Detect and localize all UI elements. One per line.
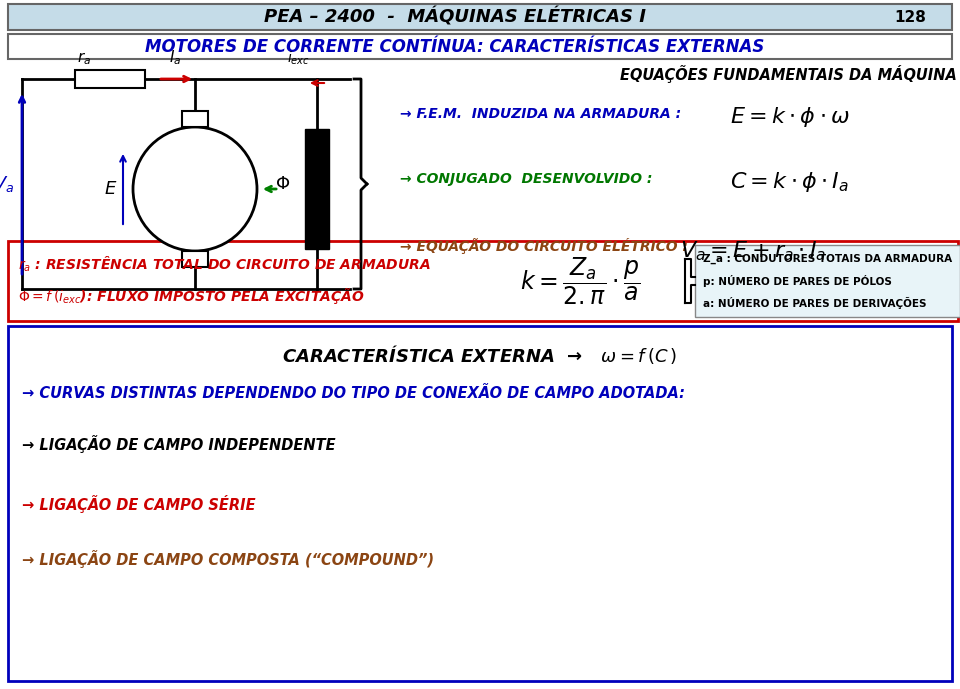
Text: → CONJUGADO  DESENVOLVIDO :: → CONJUGADO DESENVOLVIDO : bbox=[400, 172, 653, 186]
Text: → CURVAS DISTINTAS DEPENDENDO DO TIPO DE CONEXÃO DE CAMPO ADOTADA:: → CURVAS DISTINTAS DEPENDENDO DO TIPO DE… bbox=[22, 387, 685, 402]
Text: $k = \dfrac{Z_a}{2.\pi} \cdot \dfrac{p}{a}$: $k = \dfrac{Z_a}{2.\pi} \cdot \dfrac{p}{… bbox=[519, 255, 640, 307]
Text: → LIGAÇÃO DE CAMPO INDEPENDENTE: → LIGAÇÃO DE CAMPO INDEPENDENTE bbox=[22, 435, 336, 453]
Bar bbox=[8, 34, 952, 59]
Text: → F.E.M.  INDUZIDA NA ARMADURA :: → F.E.M. INDUZIDA NA ARMADURA : bbox=[400, 107, 682, 121]
Text: a: NÚMERO DE PARES DE DERIVAÇÕES: a: NÚMERO DE PARES DE DERIVAÇÕES bbox=[703, 297, 926, 309]
Bar bbox=[8, 326, 952, 681]
Text: $\Phi = f\,( i_{exc}$): FLUXO IMPOSTO PELA EXCITAÇÃO: $\Phi = f\,( i_{exc}$): FLUXO IMPOSTO PE… bbox=[18, 286, 365, 306]
Bar bbox=[305, 129, 329, 249]
Text: $E$: $E$ bbox=[105, 180, 118, 198]
Text: Z_a : CONDUTORES TOTAIS DA ARMADURA: Z_a : CONDUTORES TOTAIS DA ARMADURA bbox=[703, 254, 952, 264]
Text: $E = k \cdot \phi \cdot \omega$: $E = k \cdot \phi \cdot \omega$ bbox=[730, 105, 850, 129]
Text: MOTORES DE CORRENTE CONTÍNUA: CARACTERÍSTICAS EXTERNAS: MOTORES DE CORRENTE CONTÍNUA: CARACTERÍS… bbox=[145, 38, 765, 56]
Bar bbox=[8, 241, 958, 321]
Ellipse shape bbox=[133, 127, 257, 251]
Text: $r_a$ : RESISTÊNCIA TOTAL DO CIRCUITO DE ARMADURA: $r_a$ : RESISTÊNCIA TOTAL DO CIRCUITO DE… bbox=[18, 254, 431, 274]
Bar bbox=[75, 70, 145, 88]
Text: EQUAÇÕES FUNDAMENTAIS DA MÁQUINA C.C.: EQUAÇÕES FUNDAMENTAIS DA MÁQUINA C.C. bbox=[620, 65, 960, 83]
Text: p: NÚMERO DE PARES DE PÓLOS: p: NÚMERO DE PARES DE PÓLOS bbox=[703, 275, 892, 287]
Text: $r_a$: $r_a$ bbox=[77, 50, 91, 67]
Text: $V_a = E + r_a \cdot I_a$: $V_a = E + r_a \cdot I_a$ bbox=[680, 239, 827, 263]
Text: $I_a$: $I_a$ bbox=[169, 48, 181, 67]
Text: $C = k \cdot \phi \cdot I_a$: $C = k \cdot \phi \cdot I_a$ bbox=[730, 170, 849, 194]
Bar bbox=[182, 251, 208, 267]
Text: $V_a$: $V_a$ bbox=[0, 174, 14, 194]
Bar bbox=[8, 4, 952, 30]
Text: → LIGAÇÃO DE CAMPO SÉRIE: → LIGAÇÃO DE CAMPO SÉRIE bbox=[22, 495, 255, 513]
Text: $\Phi$: $\Phi$ bbox=[276, 175, 291, 193]
Text: → LIGAÇÃO DE CAMPO COMPOSTA (“COMPOUND”): → LIGAÇÃO DE CAMPO COMPOSTA (“COMPOUND”) bbox=[22, 550, 434, 568]
Text: CARACTERÍSTICA EXTERNA  →   $\omega = f\,(C\,)$: CARACTERÍSTICA EXTERNA → $\omega = f\,(C… bbox=[282, 342, 678, 365]
Text: $i_{exc}$: $i_{exc}$ bbox=[287, 50, 310, 67]
Bar bbox=[182, 111, 208, 127]
Text: 128: 128 bbox=[894, 10, 926, 25]
Bar bbox=[695, 245, 960, 317]
Text: → EQUAÇÃO DO CIRCUITO ELÉTRICO :: → EQUAÇÃO DO CIRCUITO ELÉTRICO : bbox=[400, 238, 688, 254]
Text: PEA – 2400  -  MÁQUINAS ELÉTRICAS I: PEA – 2400 - MÁQUINAS ELÉTRICAS I bbox=[264, 8, 646, 26]
